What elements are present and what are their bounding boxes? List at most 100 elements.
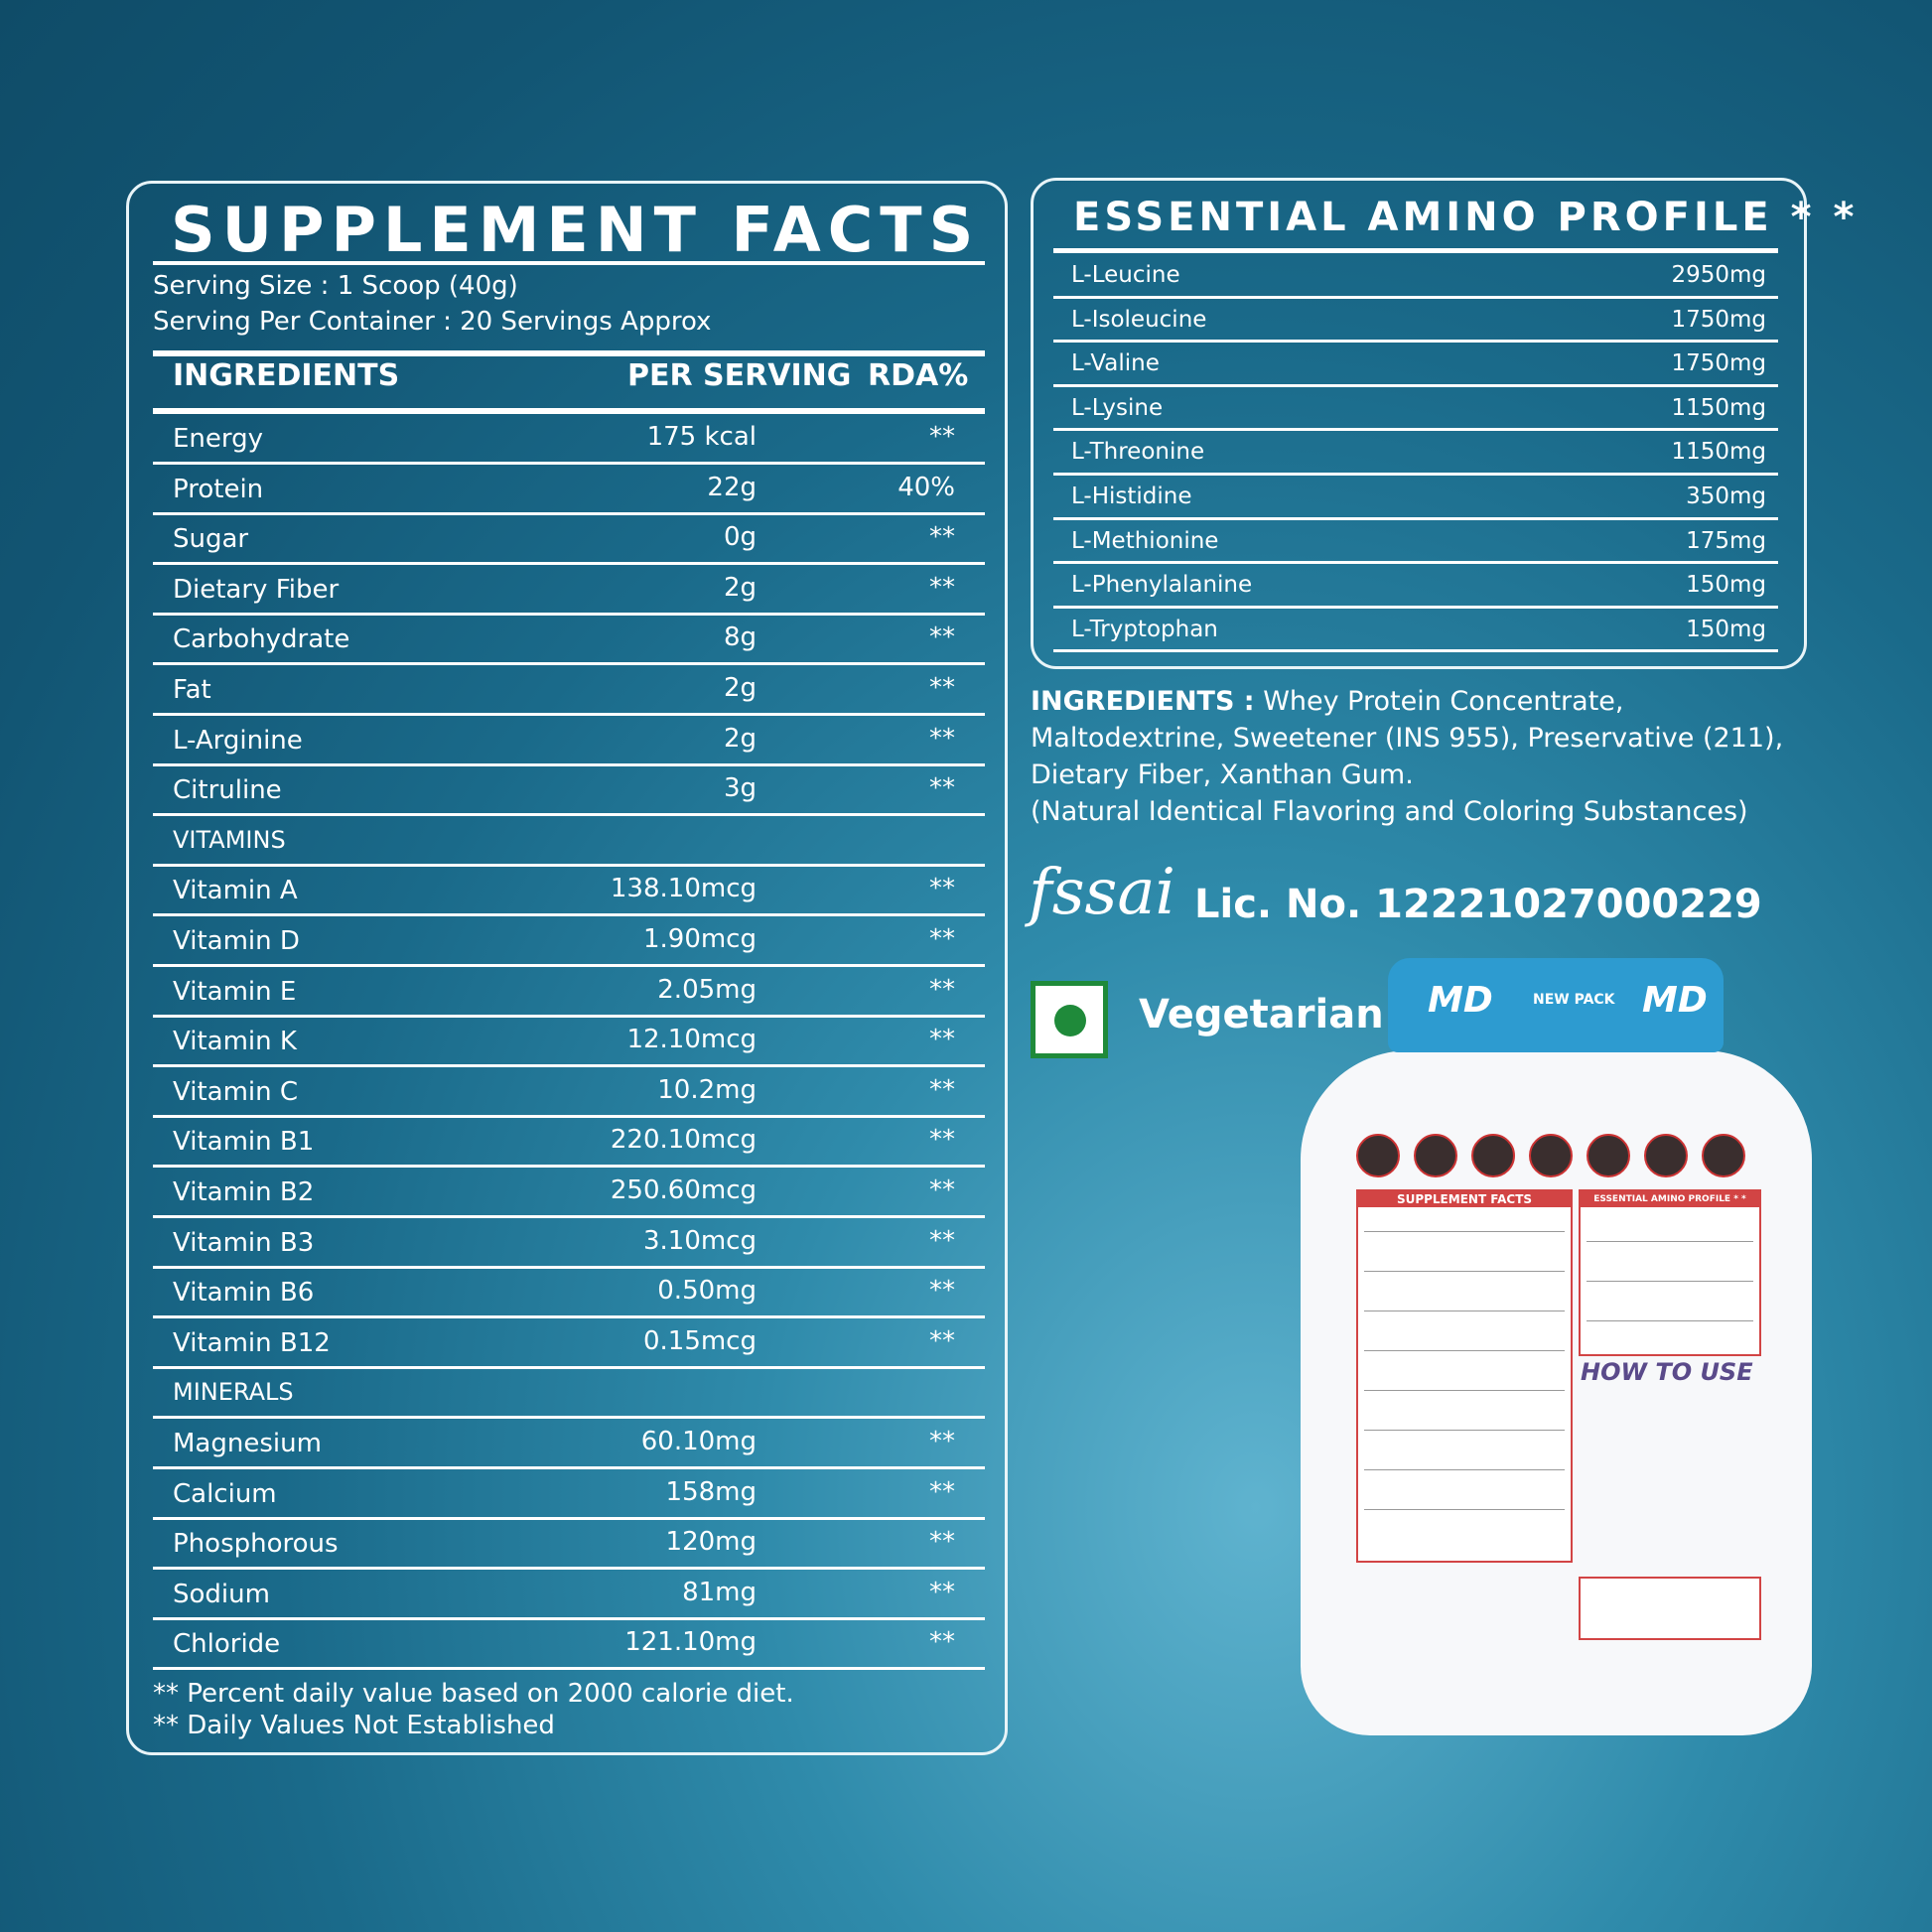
rda-value: **	[929, 1025, 955, 1055]
per-serving-value: 22g	[707, 472, 757, 502]
rda-value: 40%	[897, 472, 955, 502]
vegetarian-icon	[1031, 981, 1108, 1058]
facts-row: Fat 2g **	[153, 665, 985, 716]
amino-value: 2950mg	[1671, 262, 1766, 288]
rda-value: **	[929, 1527, 955, 1558]
ingredient-name: Energy	[173, 424, 264, 454]
amino-value: 350mg	[1686, 483, 1766, 509]
amino-value: 1150mg	[1671, 394, 1766, 421]
rda-value: **	[929, 1225, 955, 1256]
jar-label-line	[1364, 1390, 1565, 1391]
rda-value: **	[929, 1476, 955, 1507]
jar-brand-logo-2: MD	[1642, 980, 1708, 1021]
facts-row: Phosphorous 120mg **	[153, 1519, 985, 1571]
per-serving-value: 1.90mcg	[642, 924, 757, 954]
header-bottom-divider	[153, 408, 985, 414]
ingredient-name: Vitamin C	[173, 1076, 299, 1107]
facts-row: Vitamin B1 220.10mcg **	[153, 1117, 985, 1169]
header-per-serving: PER SERVING	[627, 358, 852, 393]
ingredient-name: Phosphorous	[173, 1529, 339, 1560]
rda-value: **	[929, 572, 955, 603]
fssai-logo: fssai	[1029, 856, 1175, 929]
servings-per-container: Serving Per Container : 20 Servings Appr…	[153, 307, 712, 337]
per-serving-value: 2g	[723, 723, 757, 754]
facts-row: Calcium 158mg **	[153, 1469, 985, 1520]
title-divider	[153, 261, 985, 265]
per-serving-value: 175 kcal	[646, 422, 757, 452]
per-serving-value: 81mg	[682, 1577, 757, 1607]
ingredient-name: Vitamin D	[173, 926, 300, 956]
rda-value: **	[929, 1276, 955, 1307]
facts-row: Vitamin B6 0.50mg **	[153, 1268, 985, 1319]
gmp-badge-icon	[1414, 1134, 1457, 1177]
jar-amino-title: ESSENTIAL AMINO PROFILE * *	[1581, 1191, 1759, 1207]
rda-value: **	[929, 1125, 955, 1156]
jar-label-line	[1587, 1281, 1753, 1282]
rda-value: **	[929, 673, 955, 703]
amino-title-divider	[1053, 248, 1778, 253]
fda-badge-icon	[1644, 1134, 1688, 1177]
jar-label-line	[1364, 1350, 1565, 1351]
header-ingredients: INGREDIENTS	[173, 358, 400, 393]
per-serving-value: 0.50mg	[657, 1276, 757, 1307]
amino-value: 1750mg	[1671, 350, 1766, 377]
facts-row: Sodium 81mg **	[153, 1570, 985, 1620]
jar-amino-label: ESSENTIAL AMINO PROFILE * *	[1579, 1189, 1761, 1356]
amino-name: L-Histidine	[1071, 483, 1192, 509]
vegetarian-dot	[1054, 1005, 1086, 1036]
ingredient-name: Protein	[173, 474, 264, 504]
section-label: VITAMINS	[173, 825, 286, 854]
jar-supplement-facts-title: SUPPLEMENT FACTS	[1358, 1191, 1571, 1207]
facts-row: Magnesium 60.10mg **	[153, 1419, 985, 1469]
ingredient-name: Dietary Fiber	[173, 574, 340, 605]
rda-value: **	[929, 1627, 955, 1658]
ingredient-name: Vitamin A	[173, 876, 298, 906]
per-serving-value: 250.60mcg	[610, 1175, 757, 1205]
fssai-badge-icon	[1471, 1134, 1515, 1177]
footnote-2: ** Daily Values Not Established	[153, 1711, 555, 1740]
facts-row: Protein 22g 40%	[153, 465, 985, 515]
supplement-facts-panel: SUPPLEMENT FACTS Serving Size : 1 Scoop …	[126, 181, 1008, 1755]
facts-row: Citruline 3g **	[153, 765, 985, 817]
jar-label-line	[1587, 1241, 1753, 1242]
rda-value: **	[929, 1577, 955, 1607]
serving-size: Serving Size : 1 Scoop (40g)	[153, 271, 518, 301]
per-serving-value: 2g	[723, 673, 757, 703]
facts-row: Vitamin B2 250.60mcg **	[153, 1168, 985, 1218]
jar-new-pack: NEW PACK	[1533, 992, 1615, 1008]
amino-name: L-Leucine	[1071, 262, 1180, 288]
amino-name: L-Isoleucine	[1071, 306, 1207, 333]
rda-value: **	[929, 1074, 955, 1105]
ingredient-name: Vitamin K	[173, 1027, 297, 1057]
haccp-badge-icon	[1702, 1134, 1745, 1177]
section-row: MINERALS	[153, 1368, 985, 1420]
jar-label-line	[1364, 1469, 1565, 1470]
amino-value: 1750mg	[1671, 306, 1766, 333]
rda-value: **	[929, 874, 955, 904]
ingredient-name: Vitamin B1	[173, 1127, 315, 1158]
facts-row: Vitamin E 2.05mg **	[153, 967, 985, 1018]
amino-row: L-Valine 1750mg	[1053, 343, 1778, 387]
per-serving-value: 0.15mcg	[642, 1325, 757, 1356]
per-serving-value: 120mg	[665, 1527, 757, 1558]
facts-row: Vitamin D 1.90mcg **	[153, 916, 985, 967]
per-serving-value: 10.2mg	[657, 1074, 757, 1105]
facts-row: Energy 175 kcal **	[153, 414, 985, 465]
per-serving-value: 12.10mcg	[626, 1025, 757, 1055]
facts-row: Vitamin C 10.2mg **	[153, 1067, 985, 1118]
per-serving-value: 8g	[723, 622, 757, 653]
ingredient-name: Chloride	[173, 1629, 281, 1660]
per-serving-value: 220.10mcg	[610, 1125, 757, 1156]
ingredient-name: Carbohydrate	[173, 624, 350, 655]
amino-value: 1150mg	[1671, 439, 1766, 466]
jar-contact-box	[1579, 1577, 1761, 1640]
section-label: MINERALS	[173, 1378, 294, 1407]
ingredients-block: INGREDIENTS : Whey Protein Concentrate, …	[1031, 683, 1825, 830]
gluten-free-badge-icon	[1529, 1134, 1573, 1177]
rda-value: **	[929, 1175, 955, 1205]
facts-row: Vitamin B3 3.10mcg **	[153, 1218, 985, 1269]
amino-row: L-Isoleucine 1750mg	[1053, 299, 1778, 344]
facts-row: Vitamin B12 0.15mcg **	[153, 1318, 985, 1369]
rda-value: **	[929, 974, 955, 1005]
ingredient-name: Citruline	[173, 775, 282, 806]
